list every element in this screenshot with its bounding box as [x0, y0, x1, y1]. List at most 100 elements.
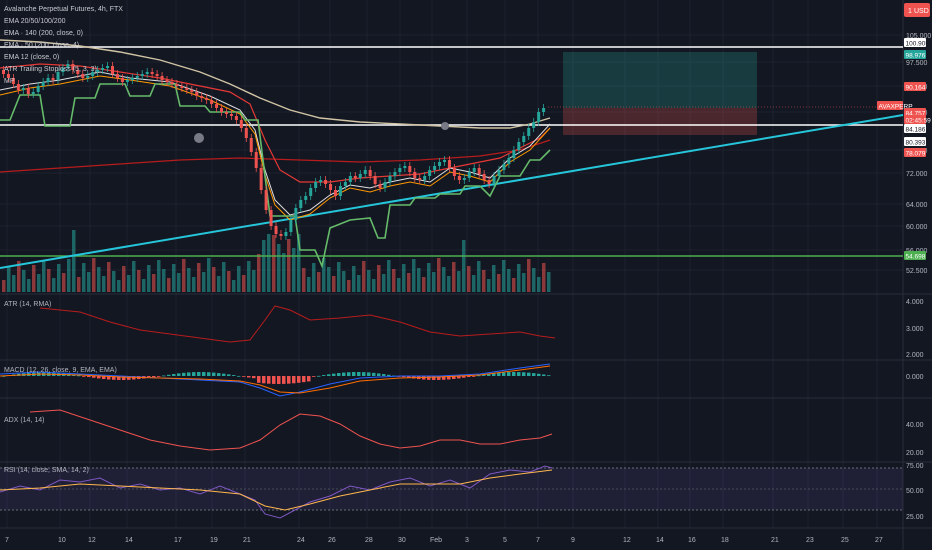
macd-bar [372, 372, 376, 376]
currency-badge: 1 [908, 8, 912, 15]
macd-bar [77, 375, 81, 377]
macd-bar [272, 376, 276, 384]
candle-body [452, 168, 456, 176]
volume-bar [237, 266, 241, 292]
price-tick-label: 52.500 [906, 268, 928, 275]
volume-bar [277, 244, 281, 292]
indicator-legend-item[interactable]: EMA 12 (close, 0) [4, 54, 59, 61]
candle-body [71, 64, 75, 70]
event-marker-icon[interactable] [441, 122, 449, 130]
volume-bar [512, 278, 516, 292]
time-tick-label: 12 [88, 537, 96, 544]
volume-bar [52, 278, 56, 292]
candle-body [497, 170, 501, 176]
macd-bar [152, 376, 156, 378]
volume-bar [172, 264, 176, 292]
candle-body [51, 78, 55, 80]
macd-bar [112, 376, 116, 380]
volume-bar [362, 261, 366, 292]
event-marker-icon[interactable] [194, 133, 204, 143]
volume-bar [377, 265, 381, 292]
volume-bar [477, 261, 481, 292]
volume-bar [387, 260, 391, 292]
position-stop-zone[interactable] [563, 108, 757, 135]
candle-body [111, 66, 115, 74]
ema-long-line [0, 39, 551, 129]
time-tick-label: 26 [328, 537, 336, 544]
indicator-legend-item[interactable]: MP [4, 78, 15, 85]
adx-pane-label[interactable]: ADX (14, 14) [4, 417, 44, 424]
time-tick-label: 25 [841, 537, 849, 544]
candle-body [324, 180, 328, 184]
volume-bar [392, 269, 396, 292]
macd-bar [407, 376, 411, 378]
macd-bar [492, 373, 496, 376]
volume-bar [17, 261, 21, 292]
macd-bar [157, 376, 161, 377]
candle-body [220, 108, 224, 112]
volume-bar [147, 265, 151, 292]
indicator-legend-item[interactable]: EMA · 50 (200, close, 4) [4, 42, 79, 49]
macd-bar [447, 376, 451, 380]
macd-bar [312, 376, 316, 377]
macd-line [0, 363, 551, 397]
macd-bar [442, 376, 446, 380]
indicator-legend-item[interactable]: EMA · 140 (200, close, 0) [4, 30, 83, 37]
volume-bar [297, 234, 301, 292]
candle-body [388, 176, 392, 182]
time-tick-label: 7 [5, 537, 9, 544]
macd-bar [337, 373, 341, 376]
atr-pane-label[interactable]: ATR (14, RMA) [4, 301, 51, 308]
position-profit-zone[interactable] [563, 52, 757, 108]
macd-bar [82, 376, 86, 377]
volume-bar [67, 259, 71, 292]
volume-bar [62, 273, 66, 292]
volume-bar [507, 269, 511, 292]
macd-bar [122, 376, 126, 380]
macd-bar [237, 375, 241, 377]
volume-bar [407, 273, 411, 292]
macd-bar [377, 373, 381, 376]
indicator-legend-item[interactable]: ATR Trailing Stoploss (5, 3, 3) [4, 66, 97, 73]
candle-body [457, 176, 461, 180]
volume-bar [532, 268, 536, 292]
macd-bar [287, 376, 291, 384]
atr-axis-label: 3.000 [906, 326, 924, 333]
candle-body [472, 168, 476, 172]
macd-bar [267, 376, 271, 384]
macd-bar [232, 375, 236, 376]
volume-bar [347, 280, 351, 292]
currency-button[interactable]: 1 USD [904, 3, 930, 17]
macd-bar [262, 376, 266, 384]
time-axis[interactable]: 7 10 12 14 17 19 21 24 26 28 30 Feb 3 5 7 9 12 14 16 18 21 23… [5, 537, 883, 544]
candle-body [462, 178, 466, 180]
price-badges: 100.905 98.976 90.164 AVAXPERP84.75702:45:5… [877, 38, 931, 261]
candle-body [447, 160, 451, 168]
volume-bar [542, 263, 546, 292]
volume-bar [397, 278, 401, 292]
trendline[interactable] [0, 114, 904, 269]
volume-bar [132, 261, 136, 292]
indicator-legend-item[interactable]: EMA 20/50/100/200 [4, 18, 66, 25]
candle-body [502, 164, 506, 170]
candle-body [36, 86, 40, 92]
macd-pane-label[interactable]: MACD (12, 26, close, 9, EMA, EMA) [4, 367, 117, 374]
volume-bar [517, 264, 521, 292]
indicator-legend[interactable]: EMA 20/50/100/200 EMA · 140 (200, close, … [4, 18, 97, 85]
macd-bar [2, 376, 6, 377]
candle-body [338, 186, 342, 196]
candle-body [215, 104, 219, 108]
volume-bar [492, 265, 496, 292]
rsi-pane-label[interactable]: RSI (14, close, SMA, 14, 2) [4, 467, 89, 474]
macd-bar [387, 374, 391, 376]
chart-title[interactable]: Avalanche Perpetual Futures, 4h, FTX [4, 6, 123, 13]
volume-bar [267, 234, 271, 292]
time-tick-label: 19 [210, 537, 218, 544]
candle-body [239, 120, 243, 128]
candle-body [408, 166, 412, 172]
candle-body [6, 74, 10, 78]
candle-body [135, 76, 139, 78]
candle-body [492, 176, 496, 184]
